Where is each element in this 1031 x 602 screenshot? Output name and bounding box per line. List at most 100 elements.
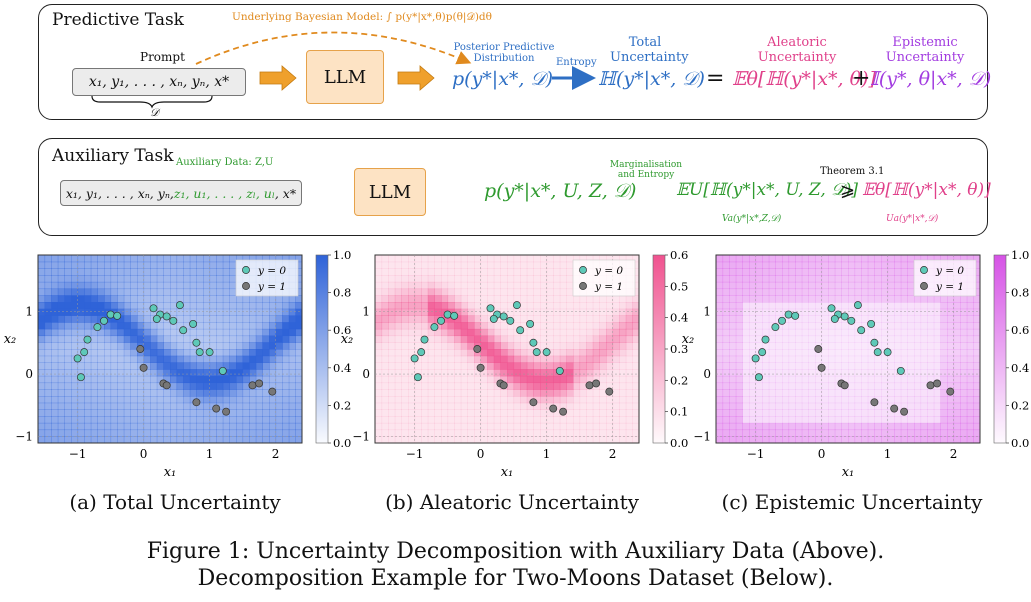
scatter-point bbox=[100, 316, 108, 325]
scatter-point bbox=[106, 310, 115, 319]
dataset-brace bbox=[91, 95, 213, 109]
x-tick-label: −1 bbox=[69, 447, 87, 461]
aux-llm-box: LLM bbox=[354, 168, 426, 216]
scatter-point bbox=[512, 301, 521, 310]
plot-frame-0 bbox=[37, 254, 303, 444]
scatter-point bbox=[489, 314, 498, 323]
epistemic-formula: 𝕀(y*, θ|x*, 𝒟) bbox=[870, 68, 992, 90]
aleatoric-label: Aleatoric Uncertainty bbox=[757, 35, 837, 65]
theorem-label: Theorem 3.1 bbox=[820, 166, 885, 177]
y-tick-label: −1 bbox=[693, 430, 711, 444]
geq-sign: ⩾ bbox=[840, 180, 856, 201]
x-tick-label: 1 bbox=[884, 447, 892, 461]
scatter-point bbox=[476, 363, 485, 372]
caption-total: (a) Total Uncertainty bbox=[69, 490, 281, 514]
colorbar-2 bbox=[993, 254, 1007, 444]
colorbar-tick-label: 0.6 bbox=[1011, 323, 1029, 337]
y-tick-label: −1 bbox=[352, 430, 370, 444]
posterior-label: Posterior Predictive Distribution bbox=[453, 42, 555, 64]
scatter-point bbox=[946, 387, 955, 396]
scatter-point bbox=[847, 316, 856, 325]
bayesian-dashed-arrow bbox=[195, 31, 472, 65]
x-tick-label: 0 bbox=[140, 447, 148, 461]
colorbar-tick-label: 0.0 bbox=[333, 436, 351, 450]
scatter-point bbox=[189, 319, 198, 328]
scatter-point bbox=[222, 407, 231, 416]
scatter-point bbox=[268, 387, 277, 396]
scatter-point bbox=[840, 312, 849, 321]
scatter-point bbox=[136, 345, 145, 353]
colorbar-tick-label: 0.2 bbox=[670, 373, 688, 387]
y-axis-label: x₂ bbox=[682, 332, 695, 347]
scatter-point bbox=[162, 381, 171, 390]
y-tick-label: 0 bbox=[362, 367, 370, 381]
colorbar-tick-label: 1.0 bbox=[333, 248, 351, 262]
aux-aleatoric-formula: 𝔼θ[ℍ(y*|x*, θ)] bbox=[862, 180, 991, 200]
plot-panel-2: −1 0 1 2 −1 0 1 x₁ x₂ y = 0 y = 1 1.0 0.8 0.6 0.4 0.2 0.… bbox=[682, 248, 1030, 480]
plus-sign: + bbox=[852, 66, 871, 91]
colorbar-tick-label: 0.2 bbox=[1011, 398, 1029, 412]
scatter-point bbox=[529, 398, 538, 407]
entropy-label: Entropy bbox=[556, 57, 597, 68]
scatter-point bbox=[791, 311, 800, 320]
scatter-point bbox=[526, 319, 535, 328]
scatter-point bbox=[890, 404, 899, 413]
colorbar-tick-label: 1.0 bbox=[1011, 248, 1029, 262]
scatter-point bbox=[179, 326, 188, 335]
prompt-box: x₁, y₁, . . . , xₙ, yₙ, x* bbox=[72, 68, 246, 96]
scatter-point bbox=[430, 323, 439, 332]
scatter-point bbox=[152, 314, 161, 323]
prompt-to-llm-arrow bbox=[259, 65, 297, 91]
scatter-point bbox=[778, 316, 786, 325]
scatter-point bbox=[76, 373, 85, 382]
scatter-point bbox=[559, 407, 568, 416]
x-tick-label: 0 bbox=[477, 447, 485, 461]
x-tick-label: 2 bbox=[950, 447, 958, 461]
colorbar-tick-label: 0.2 bbox=[333, 398, 351, 412]
legend-label-1: y = 1 bbox=[594, 281, 623, 293]
scatter-point bbox=[162, 312, 171, 321]
plot-frame-1 bbox=[374, 254, 640, 444]
dataset-brace-label: 𝒟 bbox=[150, 106, 159, 119]
colorbar-0 bbox=[315, 254, 329, 444]
plot-panel-0: −1 0 1 2 −1 0 1 x₁ x₂ y = 0 y = 1 1.0 0.8 0.6 0.4 0.2 0.… bbox=[4, 248, 352, 480]
scatter-point bbox=[450, 311, 459, 320]
y-axis-label: x₂ bbox=[341, 332, 354, 347]
scatter-point bbox=[857, 326, 866, 335]
aux-prompt-box: x₁, y₁, . . . , xₙ, yₙ, z₁, u₁, . . . , … bbox=[60, 180, 302, 206]
predictive-task-panel bbox=[38, 4, 988, 120]
scatter-point bbox=[169, 316, 178, 325]
x-axis-label: x₁ bbox=[164, 465, 177, 480]
x-tick-label: −1 bbox=[747, 447, 765, 461]
scatter-point bbox=[516, 326, 525, 335]
scatter-point bbox=[751, 354, 760, 363]
scatter-point bbox=[592, 379, 601, 388]
scatter-point bbox=[542, 348, 551, 357]
colorbar-tick-label: 0.4 bbox=[670, 311, 688, 325]
x-tick-label: 1 bbox=[206, 447, 214, 461]
total-formula: ℍ(y*|x*, 𝒟) bbox=[598, 68, 705, 90]
legend-label-0: y = 0 bbox=[257, 265, 286, 277]
scatter-point bbox=[149, 304, 158, 313]
heatmap-1 bbox=[375, 255, 640, 444]
x-tick-label: 0 bbox=[818, 447, 826, 461]
y-tick-label: 0 bbox=[703, 367, 711, 381]
scatter-point bbox=[529, 338, 538, 347]
colorbar-tick-label: 0.5 bbox=[670, 279, 688, 293]
scatter-point bbox=[443, 310, 452, 319]
scatter-point bbox=[437, 316, 445, 325]
scatter-point bbox=[192, 338, 201, 347]
scatter-point bbox=[873, 348, 882, 357]
scatter-point bbox=[532, 348, 541, 357]
colorbar-tick-label: 0.3 bbox=[670, 342, 688, 356]
colorbar-tick-label: 0.6 bbox=[333, 323, 351, 337]
va-label: Va(y*|x*,Z,𝒟) bbox=[722, 214, 782, 224]
colorbar-tick-label: 0.8 bbox=[1011, 286, 1029, 300]
scatter-point bbox=[175, 301, 184, 310]
scatter-point bbox=[883, 348, 892, 357]
scatter-point bbox=[771, 323, 780, 332]
scatter-point bbox=[420, 335, 429, 344]
scatter-point bbox=[255, 379, 264, 388]
scatter-point bbox=[933, 379, 942, 388]
posterior-formula: p(y*|x*, 𝒟) bbox=[452, 68, 554, 90]
